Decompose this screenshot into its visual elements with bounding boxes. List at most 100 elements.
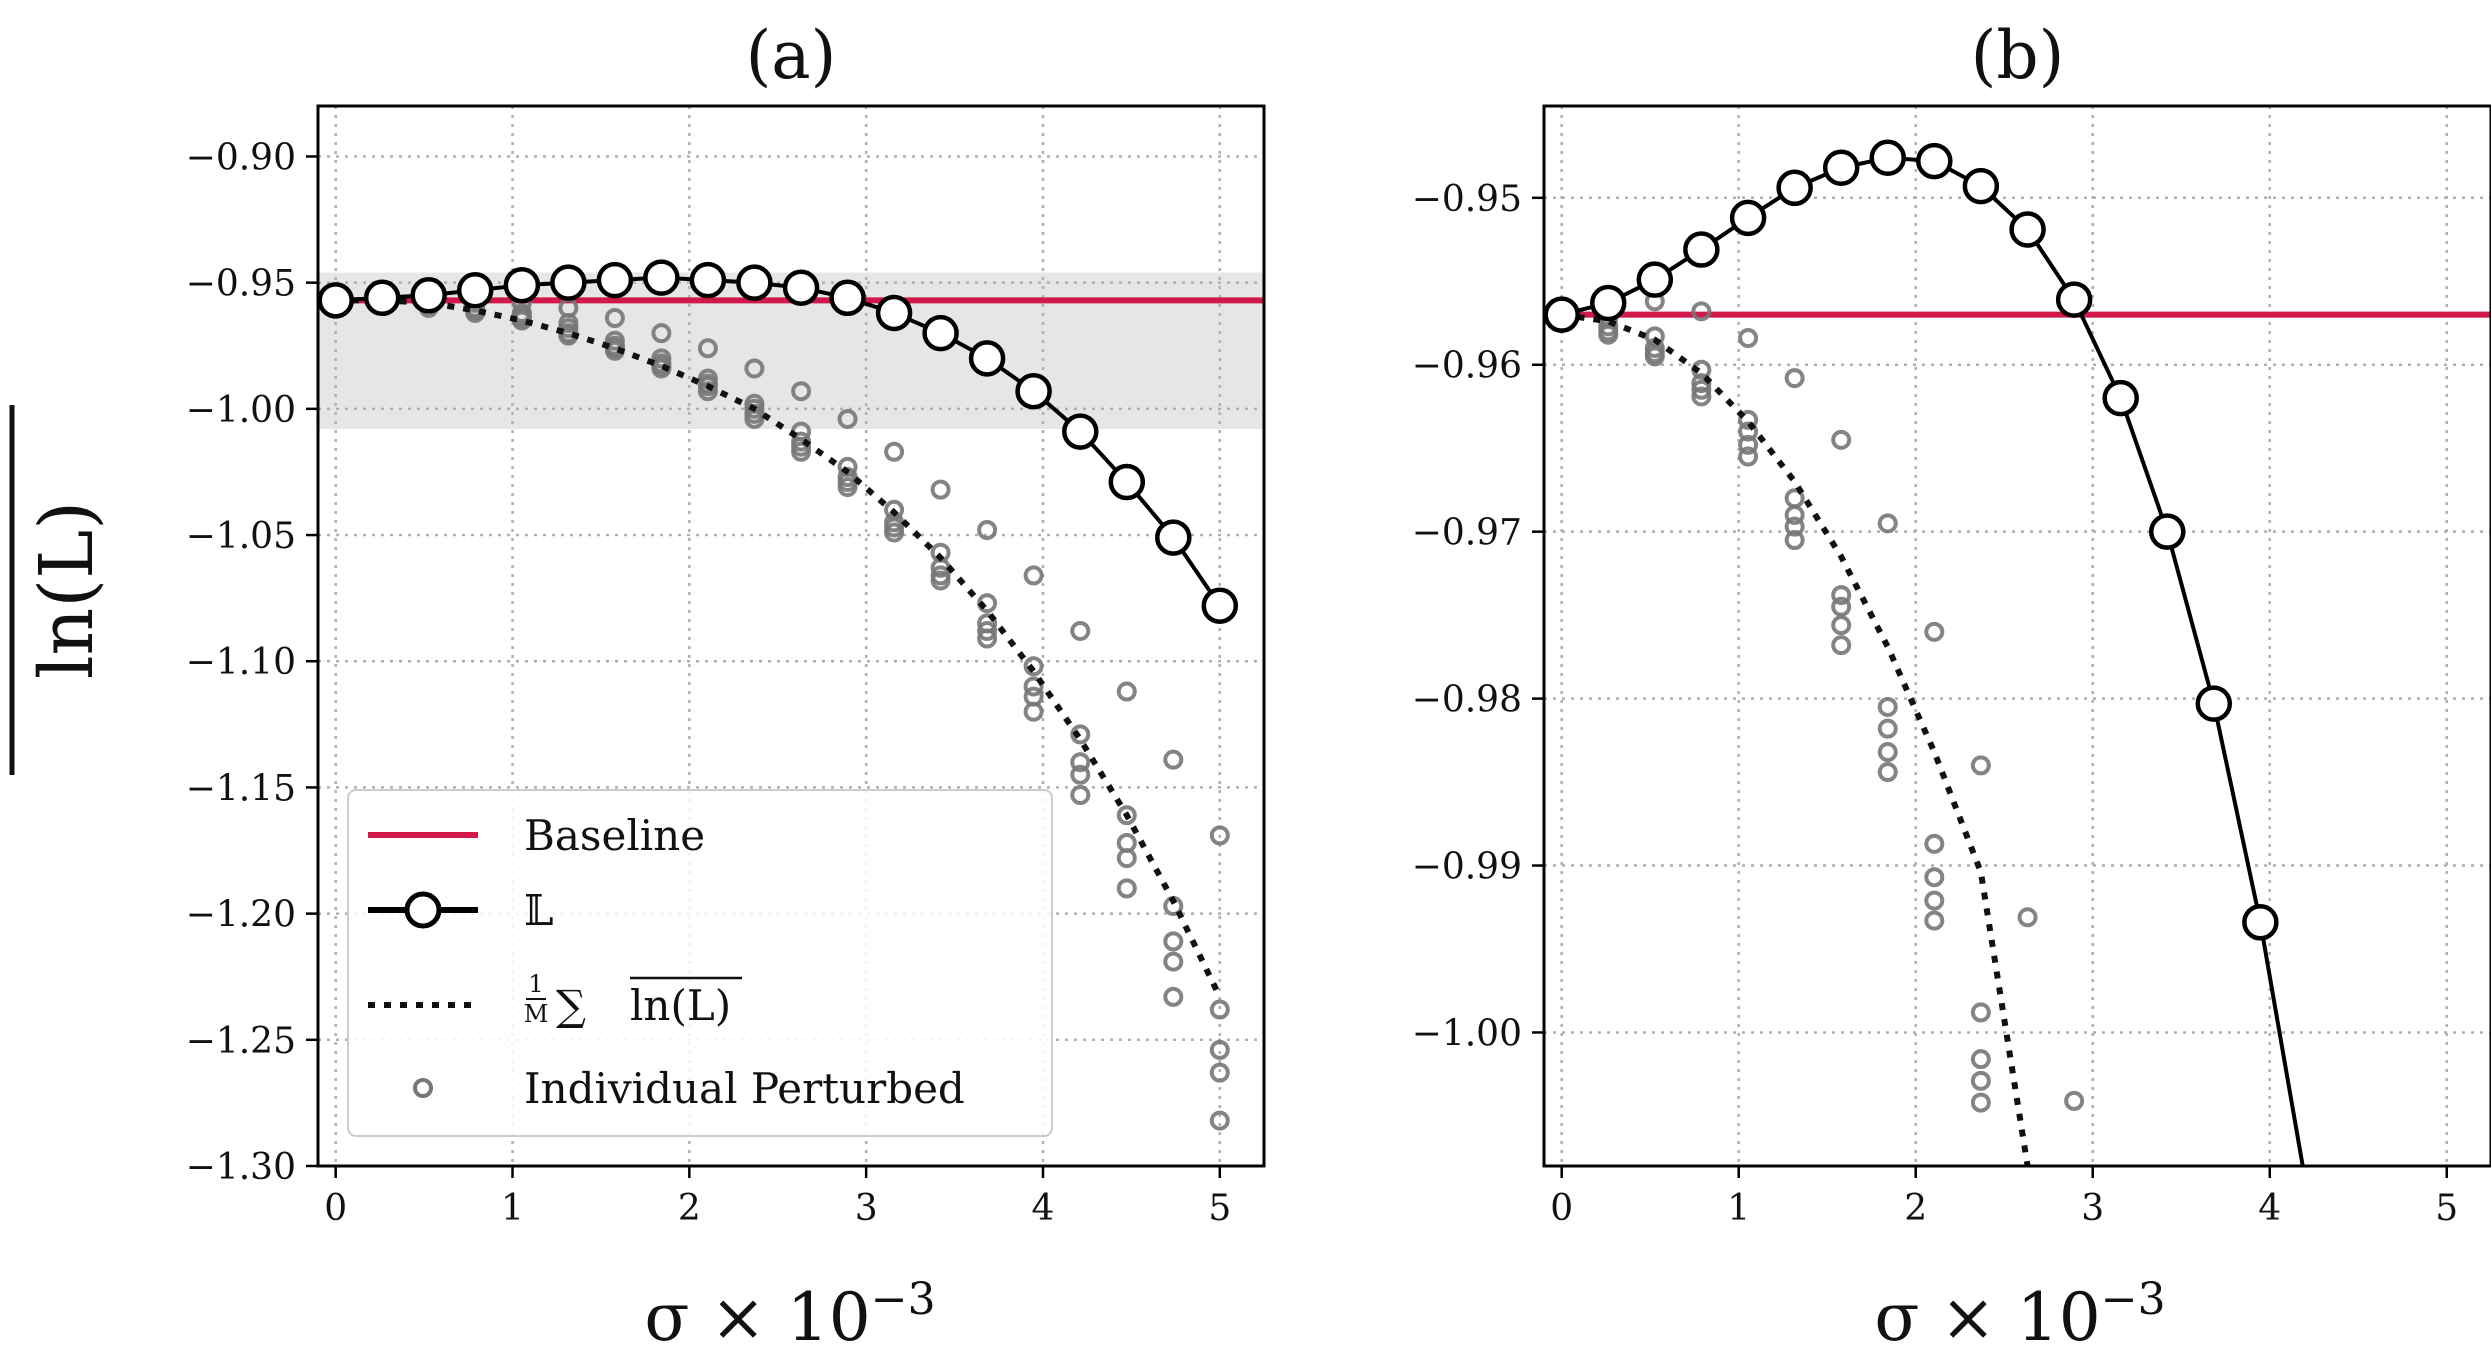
legend-individual-label: Individual Perturbed bbox=[524, 1064, 965, 1113]
x-tick-label-b-2: 2 bbox=[1904, 1188, 1927, 1229]
y-tick-label-a-3: −1.05 bbox=[186, 516, 296, 557]
individual-point-a-54 bbox=[791, 441, 812, 462]
legend-frame bbox=[347, 789, 1053, 1137]
individual-point-a-71 bbox=[977, 593, 998, 614]
y-axis-label: ln(L) bbox=[9, 405, 110, 775]
y-tick-label-a-8: −1.30 bbox=[186, 1147, 296, 1188]
individual-point-a-75 bbox=[1023, 565, 1044, 586]
individual-point-a-55 bbox=[837, 408, 858, 429]
individual-point-a-59 bbox=[837, 477, 858, 498]
L-marker-a-14 bbox=[968, 340, 1006, 377]
L-marker-b-12 bbox=[2102, 379, 2139, 417]
individual-point-b-21 bbox=[1738, 409, 1759, 430]
L-marker-a-3 bbox=[456, 271, 494, 309]
individual-point-b-39 bbox=[1877, 762, 1898, 783]
L-marker-b-15 bbox=[2242, 904, 2279, 941]
individual-point-a-97 bbox=[1209, 1039, 1230, 1060]
x-axis-label-b: σ × 10−3 bbox=[1874, 1274, 2165, 1356]
y-tick-label-a-0: −0.90 bbox=[186, 137, 296, 178]
individual-point-b-27 bbox=[1784, 504, 1805, 525]
individual-point-a-64 bbox=[884, 522, 905, 543]
x-label-base-b: σ × 10 bbox=[1874, 1279, 2100, 1356]
L-marker-b-9 bbox=[1962, 167, 2000, 205]
individual-point-a-65 bbox=[930, 479, 951, 500]
individual-point-a-96 bbox=[1209, 999, 1230, 1020]
individual-point-a-70 bbox=[977, 520, 998, 540]
y-tick-label-b-0: −0.95 bbox=[1412, 179, 1522, 220]
legend-mean-frac-num: 1 bbox=[528, 970, 543, 998]
individual-point-a-81 bbox=[1070, 724, 1091, 745]
L-marker-b-5 bbox=[1776, 169, 1813, 207]
y-tick-label-a-6: −1.20 bbox=[186, 895, 296, 936]
individual-point-a-83 bbox=[1070, 764, 1091, 785]
L-marker-a-19 bbox=[1201, 587, 1239, 624]
L-marker-a-7 bbox=[643, 259, 680, 296]
L-marker-a-5 bbox=[550, 264, 587, 301]
individual-point-b-47 bbox=[1970, 1049, 1991, 1070]
individual-point-a-84 bbox=[1070, 785, 1091, 805]
legend-mean-sum: ∑ bbox=[556, 981, 586, 1030]
mean-line-a bbox=[335, 297, 1223, 999]
individual-point-b-38 bbox=[1877, 742, 1898, 763]
L-marker-a-4 bbox=[503, 266, 541, 304]
x-tick-label-a-0: 0 bbox=[324, 1188, 347, 1229]
individual-point-b-14 bbox=[1644, 346, 1665, 367]
individual-point-b-35 bbox=[1877, 513, 1898, 534]
individual-point-a-88 bbox=[1116, 848, 1137, 869]
legend: Baseline 𝕃 1 M ∑ ln(L) Individual Pertur… bbox=[347, 789, 1053, 1137]
x-tick-label-b-3: 3 bbox=[2081, 1188, 2104, 1229]
L-marker-a-12 bbox=[875, 294, 913, 332]
L-marker-a-6 bbox=[596, 261, 634, 299]
y-tick-label-b-3: −0.98 bbox=[1412, 680, 1522, 721]
legend-mean-frac-den: M bbox=[524, 1000, 549, 1028]
L-marker-b-14 bbox=[2195, 685, 2233, 722]
y-tick-label-a-5: −1.15 bbox=[186, 768, 296, 809]
L-marker-a-16 bbox=[1062, 413, 1099, 450]
x-label-exp-b: −3 bbox=[2101, 1274, 2166, 1325]
individual-point-a-77 bbox=[1023, 676, 1044, 697]
individual-point-b-46 bbox=[1970, 1002, 1991, 1023]
x-tick-label-a-3: 3 bbox=[855, 1188, 878, 1229]
y-tick-label-a-1: −0.95 bbox=[186, 264, 296, 305]
individual-point-b-51 bbox=[2064, 1090, 2085, 1111]
x-tick-label-a-4: 4 bbox=[1032, 1188, 1055, 1229]
individual-point-a-94 bbox=[1163, 986, 1184, 1007]
individual-point-b-50 bbox=[2017, 907, 2038, 928]
individual-point-b-37 bbox=[1877, 718, 1898, 739]
L-marker-b-3 bbox=[1683, 231, 1720, 268]
individual-point-a-99 bbox=[1209, 1110, 1230, 1131]
individual-point-b-34 bbox=[1831, 635, 1852, 656]
individual-point-b-49 bbox=[1970, 1092, 1991, 1113]
L-marker-b-8 bbox=[1916, 142, 1953, 180]
individual-point-a-40 bbox=[697, 338, 718, 359]
individual-point-b-45 bbox=[1970, 755, 1991, 776]
x-tick-label-b-5: 5 bbox=[2435, 1188, 2458, 1229]
individual-point-b-15 bbox=[1691, 301, 1712, 322]
individual-point-b-41 bbox=[1924, 833, 1945, 854]
x-tick-label-a-5: 5 bbox=[1208, 1188, 1231, 1229]
axes-frame-a bbox=[316, 104, 1266, 1168]
individual-point-b-32 bbox=[1831, 596, 1852, 617]
individual-point-b-9 bbox=[1598, 324, 1619, 345]
individual-point-a-79 bbox=[1023, 701, 1044, 722]
individual-point-b-36 bbox=[1877, 696, 1898, 717]
individual-point-b-19 bbox=[1691, 386, 1712, 407]
x-label-exp-a: −3 bbox=[871, 1274, 936, 1325]
L-marker-a-11 bbox=[829, 279, 866, 317]
individual-point-a-89 bbox=[1116, 878, 1137, 899]
individual-point-a-45 bbox=[744, 358, 765, 379]
y-tick-label-a-4: −1.10 bbox=[186, 642, 296, 683]
individual-point-a-86 bbox=[1116, 805, 1137, 826]
L-marker-a-0 bbox=[318, 282, 354, 319]
legend-mean-label: 1 M ∑ ln(L) bbox=[524, 970, 742, 1030]
x-tick-label-b-0: 0 bbox=[1550, 1188, 1573, 1229]
individual-point-b-17 bbox=[1691, 373, 1712, 394]
x-label-base-a: σ × 10 bbox=[644, 1279, 870, 1356]
L-marker-a-8 bbox=[689, 261, 727, 299]
L-marker-b-11 bbox=[2055, 281, 2093, 318]
plot-area-a bbox=[318, 106, 1264, 1166]
individual-point-a-60 bbox=[884, 441, 905, 462]
individual-point-b-30 bbox=[1831, 429, 1852, 450]
